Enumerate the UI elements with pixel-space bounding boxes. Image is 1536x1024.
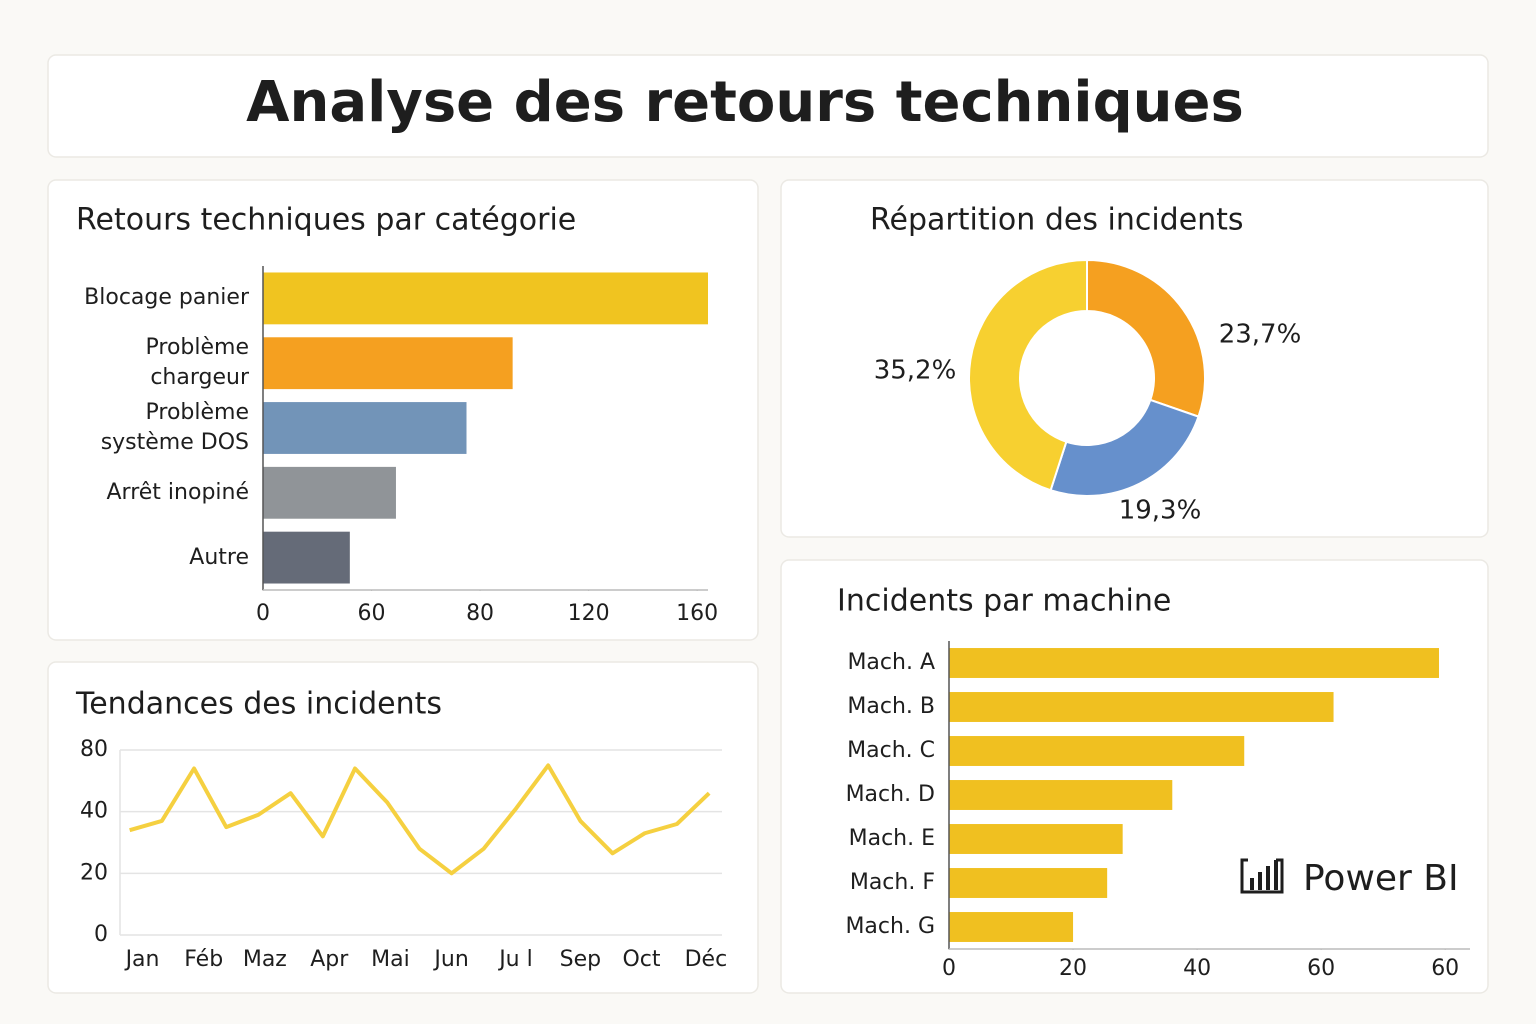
x-tick-label: Féb	[184, 947, 223, 972]
category-label: Problème chargeur	[145, 335, 249, 391]
brand-name: Power BI	[1303, 858, 1459, 899]
x-tick-label: 0	[256, 601, 270, 626]
donut-slice	[1086, 258, 1206, 418]
y-tick-label: 80	[80, 737, 108, 762]
category-label: Autre	[189, 544, 249, 570]
category-label-box: Problème chargeur	[145, 335, 249, 391]
page-title: Analyse des retours techniques	[246, 70, 1244, 135]
x-tick-label: Jan	[124, 947, 160, 972]
x-tick-label: 80	[466, 601, 494, 626]
category-label-box: Autre	[189, 544, 249, 570]
x-tick-label: 160	[676, 601, 718, 626]
category-label: Mach. E	[849, 826, 935, 851]
category-label: Arrêt inopiné	[106, 479, 250, 505]
category-label-box: Problème système DOS	[100, 400, 249, 455]
category-label: Mach. A	[847, 650, 935, 675]
bar	[949, 648, 1439, 678]
chart-title: Répartition des incidents	[870, 203, 1244, 238]
bar	[263, 531, 350, 584]
category-label: Mach. D	[846, 782, 935, 807]
y-tick-label: 0	[94, 922, 108, 947]
category-label-box: Blocage panier	[84, 285, 249, 311]
y-tick-label: 20	[80, 860, 108, 885]
bar	[949, 912, 1074, 942]
bar	[263, 272, 708, 325]
data-label: 23,7%	[1219, 320, 1302, 350]
x-tick-label: Oct	[622, 947, 660, 972]
data-label: 35,2%	[874, 356, 957, 386]
x-tick-label: 60	[1307, 956, 1335, 981]
category-label: Mach. G	[845, 914, 935, 939]
x-tick-label: Sep	[560, 947, 601, 972]
x-tick-label: 20	[1059, 956, 1087, 981]
donut-slice	[968, 258, 1088, 492]
category-label: Mach. F	[850, 870, 935, 895]
chart-title: Retours techniques par catégorie	[76, 203, 576, 238]
x-tick-label: 60	[1431, 956, 1459, 981]
category-label: Blocage panier	[84, 285, 249, 311]
chart-title: Tendances des incidents	[75, 687, 442, 722]
category-label: Mach. C	[847, 738, 935, 763]
x-tick-label: 120	[568, 601, 610, 626]
x-tick-label: Ju l	[497, 947, 533, 972]
header-card	[47, 54, 1489, 158]
x-tick-label: 40	[1183, 956, 1211, 981]
bar	[949, 780, 1173, 810]
category-label: Problème système DOS	[100, 400, 249, 455]
x-tick-label: Apr	[310, 947, 349, 972]
bar	[949, 692, 1334, 722]
bar	[949, 824, 1123, 854]
x-tick-label: Maz	[243, 947, 287, 972]
chart-title: Incidents par machine	[837, 584, 1171, 619]
x-tick-label: Jun	[432, 947, 468, 972]
bar	[949, 868, 1108, 898]
bar	[263, 466, 396, 519]
y-tick-label: 40	[80, 799, 108, 824]
bar	[949, 736, 1245, 766]
card	[780, 179, 1489, 538]
category-label-box: Arrêt inopiné	[106, 479, 250, 505]
category-label: Mach. B	[847, 694, 935, 719]
bar	[263, 337, 513, 390]
x-tick-label: 60	[358, 601, 386, 626]
donut-slice	[1049, 398, 1200, 497]
x-tick-label: Déc	[685, 947, 728, 972]
brand-logo	[1240, 858, 1284, 894]
data-label: 19,3%	[1119, 496, 1202, 526]
line-series	[129, 763, 711, 876]
bar	[263, 402, 467, 454]
x-tick-label: Mai	[371, 947, 410, 972]
x-tick-label: 0	[942, 956, 956, 981]
